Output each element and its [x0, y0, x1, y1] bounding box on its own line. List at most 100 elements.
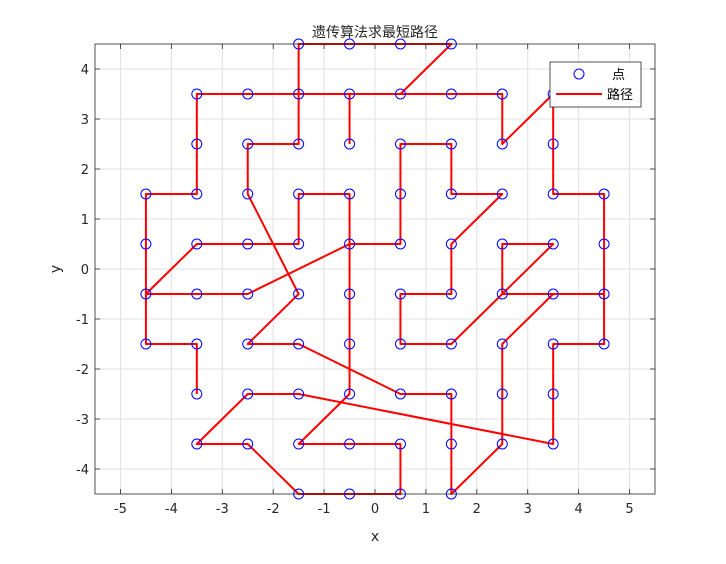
y-tick-label: -2	[76, 363, 89, 378]
x-tick-label: 0	[371, 502, 379, 517]
y-tick-label: 2	[81, 163, 89, 178]
x-tick-label: 1	[422, 502, 430, 517]
legend-label-path: 路径	[607, 87, 633, 103]
point-marker	[394, 338, 406, 350]
point-marker	[394, 238, 406, 250]
point-marker	[140, 288, 152, 300]
y-tick-label: 0	[81, 263, 89, 278]
point-marker	[242, 88, 254, 100]
point-marker	[293, 188, 305, 200]
point-marker	[394, 288, 406, 300]
y-tick-label: 3	[81, 113, 89, 128]
point-marker	[242, 338, 254, 350]
x-tick-label: 4	[574, 502, 582, 517]
y-tick-label: 4	[81, 63, 89, 78]
point-marker	[445, 388, 457, 400]
legend-label-points: 点	[612, 68, 625, 83]
point-marker	[191, 238, 203, 250]
point-marker	[496, 288, 508, 300]
point-marker	[140, 238, 152, 250]
point-marker	[293, 388, 305, 400]
point-marker	[242, 388, 254, 400]
chart-title: 遗传算法求最短路径	[312, 25, 438, 41]
point-marker	[191, 188, 203, 200]
point-marker	[496, 88, 508, 100]
point-marker	[344, 338, 356, 350]
point-marker	[445, 438, 457, 450]
point-marker	[191, 138, 203, 150]
point-marker	[547, 338, 559, 350]
point-marker	[140, 338, 152, 350]
point-marker	[394, 88, 406, 100]
point-markers-layer	[140, 38, 610, 500]
axis-ticks	[95, 44, 655, 494]
point-marker	[191, 288, 203, 300]
legend: 点 路径	[549, 61, 642, 108]
legend-box	[549, 61, 642, 108]
point-marker	[293, 438, 305, 450]
point-marker	[293, 288, 305, 300]
legend-marker-icon	[573, 68, 585, 80]
x-tick-label: -2	[267, 502, 280, 517]
point-marker	[496, 338, 508, 350]
x-tick-label: -1	[318, 502, 331, 517]
y-tick-label: 1	[81, 213, 89, 228]
x-tick-label: -3	[216, 502, 229, 517]
point-marker	[445, 288, 457, 300]
point-marker	[293, 338, 305, 350]
point-marker	[344, 288, 356, 300]
point-marker	[394, 388, 406, 400]
point-marker	[242, 438, 254, 450]
point-marker	[598, 188, 610, 200]
point-marker	[598, 288, 610, 300]
point-marker	[394, 188, 406, 200]
point-marker	[547, 288, 559, 300]
path-line-layer	[144, 43, 606, 495]
point-marker	[394, 438, 406, 450]
point-marker	[496, 138, 508, 150]
point-marker	[293, 138, 305, 150]
point-marker	[293, 238, 305, 250]
y-tick-label: -3	[76, 413, 89, 428]
point-marker	[445, 238, 457, 250]
point-marker	[242, 288, 254, 300]
point-marker	[547, 188, 559, 200]
point-marker	[547, 388, 559, 400]
point-marker	[344, 388, 356, 400]
x-tick-label: 2	[473, 502, 481, 517]
point-marker	[140, 188, 152, 200]
point-marker	[598, 238, 610, 250]
point-marker	[344, 238, 356, 250]
point-marker	[547, 238, 559, 250]
x-tick-label: -4	[165, 502, 178, 517]
y-tick-label: -4	[76, 463, 89, 478]
x-tick-label: -5	[114, 502, 127, 517]
point-marker	[191, 88, 203, 100]
point-marker	[344, 438, 356, 450]
point-marker	[293, 88, 305, 100]
point-marker	[344, 188, 356, 200]
point-marker	[445, 338, 457, 350]
point-marker	[344, 88, 356, 100]
point-marker	[598, 338, 610, 350]
point-marker	[496, 388, 508, 400]
point-marker	[344, 138, 356, 150]
x-tick-labels: -5 -4 -3 -2 -1 0 1 2 3 4 5	[114, 502, 634, 517]
path-line	[144, 43, 606, 495]
point-marker	[496, 238, 508, 250]
point-marker	[191, 388, 203, 400]
point-marker	[445, 138, 457, 150]
point-marker	[547, 138, 559, 150]
point-marker	[191, 438, 203, 450]
point-marker	[242, 238, 254, 250]
point-marker	[191, 338, 203, 350]
point-marker	[496, 188, 508, 200]
point-marker	[394, 138, 406, 150]
y-axis-label: y	[48, 265, 64, 273]
point-marker	[445, 88, 457, 100]
x-tick-label: 3	[524, 502, 532, 517]
y-tick-label: -1	[76, 313, 89, 328]
point-marker	[445, 188, 457, 200]
point-marker	[242, 138, 254, 150]
